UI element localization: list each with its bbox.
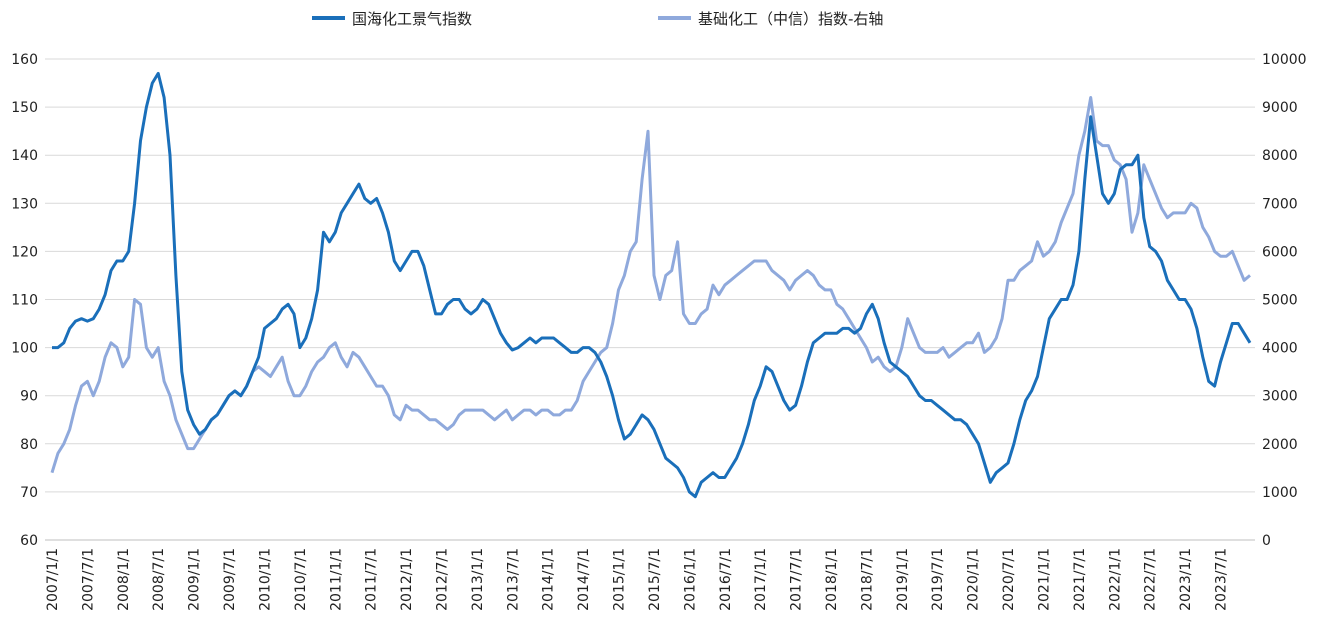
x-tick-label: 2008/7/1: [151, 548, 167, 611]
x-tick-label: 2017/1/1: [753, 548, 769, 611]
x-tick-label: 2011/1/1: [328, 548, 344, 611]
x-tick-label: 2011/7/1: [364, 548, 380, 611]
y-tick-label: 80: [20, 437, 38, 453]
x-tick-label: 2015/1/1: [612, 548, 628, 611]
y2-tick-label: 4000: [1262, 341, 1298, 357]
x-tick-label: 2007/1/1: [45, 548, 61, 611]
x-tick-label: 2018/7/1: [859, 548, 875, 611]
x-tick-label: 2017/7/1: [789, 548, 805, 611]
y-tick-label: 150: [11, 100, 38, 116]
y2-tick-label: 2000: [1262, 437, 1298, 453]
x-tick-label: 2010/7/1: [293, 548, 309, 611]
x-tick-label: 2010/1/1: [257, 548, 273, 611]
x-tick-label: 2014/7/1: [576, 548, 592, 611]
x-tick-label: 2023/1/1: [1178, 548, 1194, 611]
series-line: [50, 96, 1251, 474]
x-tick-label: 2013/7/1: [505, 548, 521, 611]
x-tick-label: 2009/7/1: [222, 548, 238, 611]
x-tick-label: 2021/7/1: [1072, 548, 1088, 611]
y-tick-label: 70: [20, 485, 38, 501]
x-tick-label: 2008/1/1: [116, 548, 132, 611]
y-tick-label: 60: [20, 533, 38, 549]
x-tick-label: 2021/1/1: [1036, 548, 1052, 611]
y2-tick-label: 0: [1262, 533, 1271, 549]
x-tick-label: 2012/1/1: [399, 548, 415, 611]
x-tick-label: 2014/1/1: [541, 548, 557, 611]
x-tick-label: 2018/1/1: [824, 548, 840, 611]
y-tick-label: 130: [11, 196, 38, 212]
y-tick-label: 100: [11, 341, 38, 357]
y-tick-label: 160: [11, 52, 38, 68]
x-tick-label: 2020/7/1: [1001, 548, 1017, 611]
x-tick-label: 2019/7/1: [930, 548, 946, 611]
series-line: [52, 71, 1252, 499]
y2-tick-label: 3000: [1262, 389, 1298, 405]
y-tick-label: 140: [11, 148, 38, 164]
x-tick-label: 2020/1/1: [966, 548, 982, 611]
x-tick-label: 2007/7/1: [80, 548, 96, 611]
y2-tick-label: 6000: [1262, 244, 1298, 260]
y2-tick-label: 5000: [1262, 293, 1298, 309]
x-tick-label: 2009/1/1: [187, 548, 203, 611]
y2-tick-label: 9000: [1262, 100, 1298, 116]
legend-label: 国海化工景气指数: [352, 10, 472, 28]
x-tick-label: 2015/7/1: [647, 548, 663, 611]
y-tick-label: 90: [20, 389, 38, 405]
y2-tick-label: 7000: [1262, 196, 1298, 212]
y-tick-label: 110: [11, 293, 38, 309]
x-tick-label: 2019/1/1: [895, 548, 911, 611]
x-tick-label: 2022/7/1: [1143, 548, 1159, 611]
x-tick-label: 2016/7/1: [718, 548, 734, 611]
y2-tick-label: 10000: [1262, 52, 1307, 68]
x-tick-label: 2023/7/1: [1213, 548, 1229, 611]
x-tick-label: 2016/1/1: [682, 548, 698, 611]
y2-tick-label: 1000: [1262, 485, 1298, 501]
x-tick-label: 2013/1/1: [470, 548, 486, 611]
y2-tick-label: 8000: [1262, 148, 1298, 164]
y-tick-label: 120: [11, 244, 38, 260]
x-tick-label: 2022/1/1: [1107, 548, 1123, 611]
legend-label: 基础化工（中信）指数-右轴: [698, 10, 883, 28]
x-tick-label: 2012/7/1: [434, 548, 450, 611]
